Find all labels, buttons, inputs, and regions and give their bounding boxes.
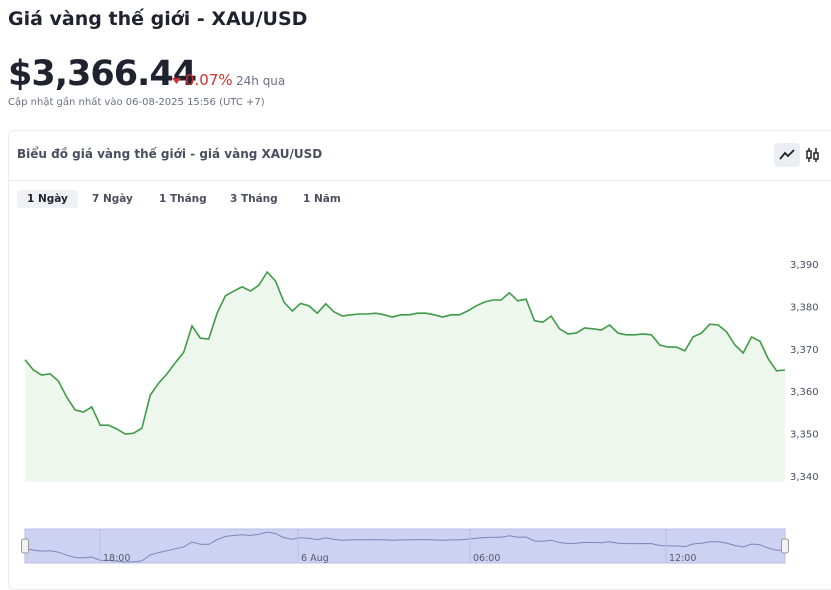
y-tick-label: 3,350 (790, 430, 819, 441)
navigator-handle (21, 538, 29, 554)
navigator-label: 12:00 (669, 553, 696, 564)
navigator-line (24, 531, 786, 563)
chart-type-switch (774, 143, 819, 167)
down-arrow (172, 78, 181, 84)
range-tab[interactable]: 1 Tháng (159, 193, 207, 205)
range-tab[interactable]: 1 Năm (303, 193, 341, 205)
y-tick-label: 3,390 (790, 260, 819, 271)
card-title: Biểu đồ giá vàng thế giới - giá vàng XAU… (17, 147, 323, 161)
candle-button[interactable] (806, 148, 819, 162)
range-tab[interactable]: 3 Tháng (230, 193, 278, 205)
y-tick-label: 3,360 (790, 387, 819, 398)
price: $3,366.44 (8, 54, 197, 94)
area (25, 272, 785, 482)
navigator-handle (781, 538, 789, 554)
range-tab[interactable]: 1 Ngày (17, 190, 78, 208)
price-change: 0.07% (185, 71, 233, 89)
page-title: Giá vàng thế giới - XAU/USD (8, 8, 308, 30)
range-tab[interactable]: 7 Ngày (92, 193, 133, 205)
navigator-label: 18:00 (103, 553, 130, 564)
price-line (24, 270, 786, 435)
navigator-label: 06:00 (473, 553, 500, 564)
chart: 3,340 3,350 3,360 3,370 3,380 3,390 18:00 6 Aug… (21, 260, 819, 564)
navigator-label: 6 Aug (301, 553, 329, 564)
divider (8, 180, 831, 181)
change-period: 24h qua (236, 74, 286, 88)
y-tick-label: 3,340 (790, 472, 819, 483)
y-tick-label: 3,370 (790, 345, 819, 356)
update-time: Cập nhật gần nhất vào 06-08-2025 15:56 (… (8, 97, 265, 108)
y-tick-label: 3,380 (790, 302, 819, 313)
page: Giá vàng thế giới - XAU/USD $3,366.44 0.… (8, 8, 831, 590)
